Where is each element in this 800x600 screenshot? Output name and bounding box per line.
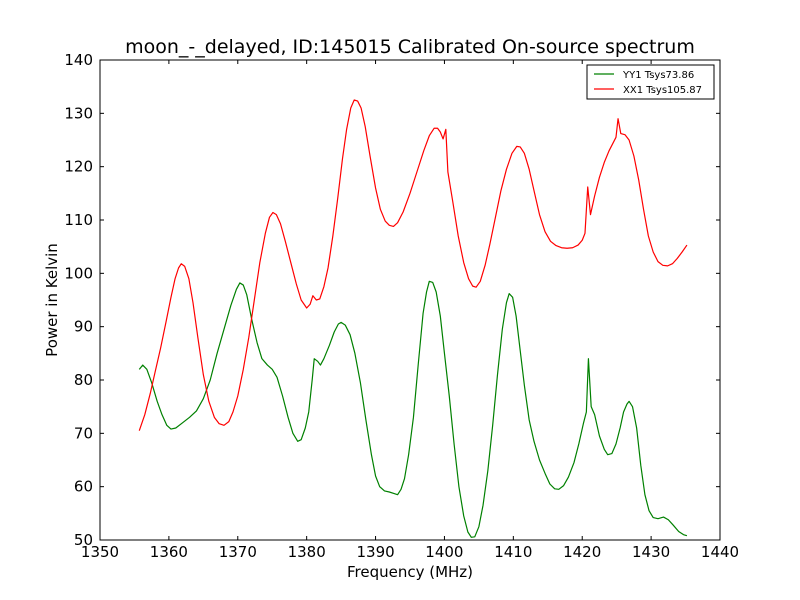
legend: YY1 Tsys73.86 XX1 Tsys105.87 bbox=[586, 64, 715, 100]
series-layer bbox=[138, 99, 688, 538]
y-tick-label: 140 bbox=[64, 51, 93, 69]
chart-title: moon_-_delayed, ID:145015 Calibrated On-… bbox=[125, 36, 695, 58]
legend-label-xx1: XX1 Tsys105.87 bbox=[623, 85, 702, 96]
y-tick-label: 110 bbox=[64, 211, 93, 229]
y-tick-label: 130 bbox=[64, 104, 93, 122]
x-tick-label: 1430 bbox=[632, 543, 670, 561]
series-line-yy1 bbox=[138, 280, 688, 538]
y-tick-label: 60 bbox=[74, 478, 93, 496]
legend-box bbox=[586, 64, 715, 100]
x-tick-label: 1400 bbox=[425, 543, 463, 561]
x-tick-label: 1390 bbox=[357, 543, 395, 561]
x-tick-label: 1410 bbox=[494, 543, 532, 561]
series-line-xx1 bbox=[138, 99, 688, 431]
x-tick-label: 1350 bbox=[81, 543, 119, 561]
y-tick-label: 90 bbox=[74, 318, 93, 336]
tick-marks bbox=[99, 59, 721, 541]
axes-frame bbox=[99, 59, 721, 541]
x-tick-label: 1440 bbox=[701, 543, 739, 561]
y-tick-label: 50 bbox=[74, 531, 93, 549]
y-axis-label: Power in Kelvin bbox=[43, 243, 61, 357]
x-tick-label: 1370 bbox=[219, 543, 257, 561]
x-tick-labels: 1350 1360 1370 1380 1390 1400 1410 1420 … bbox=[81, 543, 739, 561]
y-tick-label: 120 bbox=[64, 158, 93, 176]
legend-label-yy1: YY1 Tsys73.86 bbox=[622, 70, 694, 81]
y-tick-label: 80 bbox=[74, 371, 93, 389]
x-tick-label: 1380 bbox=[288, 543, 326, 561]
y-tick-label: 100 bbox=[64, 264, 93, 282]
x-axis-label: Frequency (MHz) bbox=[347, 563, 473, 581]
y-tick-label: 70 bbox=[74, 424, 93, 442]
x-tick-label: 1420 bbox=[563, 543, 601, 561]
y-tick-labels: 50 60 70 80 90 100 110 120 130 140 bbox=[64, 51, 93, 549]
x-tick-label: 1360 bbox=[150, 543, 188, 561]
plot-background bbox=[100, 60, 720, 540]
plot-area bbox=[99, 59, 721, 541]
